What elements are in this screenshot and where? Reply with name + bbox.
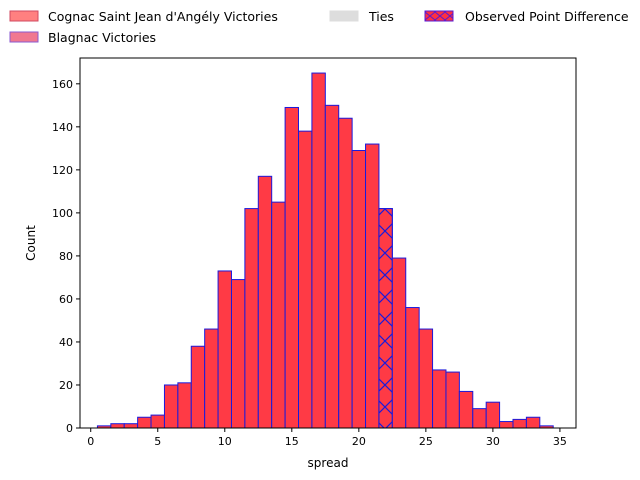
histogram-bar bbox=[485, 401, 501, 429]
histogram-bar bbox=[391, 257, 407, 429]
y-tick-label: 120 bbox=[52, 164, 73, 177]
histogram-bar bbox=[177, 382, 192, 429]
histogram-bars bbox=[96, 72, 554, 429]
histogram-bar bbox=[204, 328, 219, 429]
histogram-bar bbox=[499, 421, 514, 429]
histogram-bar bbox=[150, 414, 165, 429]
histogram-bar bbox=[365, 143, 380, 429]
histogram-bar bbox=[338, 117, 353, 429]
histogram-bar bbox=[137, 416, 152, 429]
x-tick-label: 25 bbox=[419, 435, 433, 448]
histogram-bar bbox=[405, 307, 420, 429]
histogram-bar bbox=[217, 270, 232, 429]
y-tick-label: 140 bbox=[52, 121, 73, 134]
histogram-bar bbox=[512, 418, 527, 429]
histogram-bar bbox=[458, 390, 474, 429]
x-tick-label: 35 bbox=[553, 435, 567, 448]
y-tick-label: 100 bbox=[52, 207, 73, 220]
observed-point-difference-hatch bbox=[378, 208, 393, 429]
histogram-bar bbox=[257, 175, 273, 429]
legend-swatch-cognac bbox=[9, 10, 39, 22]
histogram-bar bbox=[311, 72, 326, 429]
x-tick-label: 0 bbox=[87, 435, 94, 448]
histogram-bar bbox=[324, 104, 340, 429]
x-tick-label: 15 bbox=[285, 435, 299, 448]
histogram-bar bbox=[432, 369, 447, 429]
histogram-bar bbox=[244, 208, 259, 429]
histogram-bar bbox=[123, 423, 139, 429]
histogram-bar bbox=[110, 423, 125, 429]
legend-swatch-ties bbox=[329, 10, 359, 22]
y-tick-label: 40 bbox=[59, 336, 73, 349]
histogram-bar bbox=[298, 130, 313, 429]
histogram-bar bbox=[271, 201, 286, 429]
legend: Cognac Saint Jean d'Angély Victories Bla… bbox=[9, 9, 629, 45]
histogram-bar bbox=[190, 345, 206, 429]
x-tick-label: 30 bbox=[486, 435, 500, 448]
x-tick-label: 5 bbox=[154, 435, 161, 448]
legend-swatch-blagnac bbox=[9, 31, 39, 43]
legend-label-blagnac: Blagnac Victories bbox=[48, 30, 156, 45]
y-tick-label: 60 bbox=[59, 293, 73, 306]
histogram-bar bbox=[418, 328, 434, 429]
x-tick-label: 10 bbox=[218, 435, 232, 448]
x-tick-label: 20 bbox=[352, 435, 366, 448]
legend-swatch-observed-hatch bbox=[424, 10, 454, 22]
legend-label-ties: Ties bbox=[368, 9, 394, 24]
legend-label-cognac: Cognac Saint Jean d'Angély Victories bbox=[48, 9, 278, 24]
plot-frame bbox=[79, 57, 577, 429]
y-tick-label: 20 bbox=[59, 379, 73, 392]
histogram-bar bbox=[351, 150, 367, 429]
y-tick-label: 160 bbox=[52, 78, 73, 91]
x-axis-label: spread bbox=[308, 456, 349, 470]
y-axis-ticks: 0 20 40 60 80 100 120 140 160 bbox=[52, 78, 80, 435]
y-tick-label: 0 bbox=[66, 422, 73, 435]
x-axis-ticks: 0 5 10 15 20 25 30 35 bbox=[87, 428, 567, 448]
histogram-bar bbox=[472, 408, 487, 429]
legend-label-observed: Observed Point Difference bbox=[465, 9, 629, 24]
histogram-bar bbox=[525, 416, 541, 429]
y-axis-label: Count bbox=[24, 225, 38, 261]
histogram-bar bbox=[284, 106, 300, 429]
histogram-bar bbox=[230, 279, 246, 429]
histogram-bar bbox=[163, 384, 179, 429]
y-tick-label: 80 bbox=[59, 250, 73, 263]
histogram-bar bbox=[445, 371, 460, 429]
